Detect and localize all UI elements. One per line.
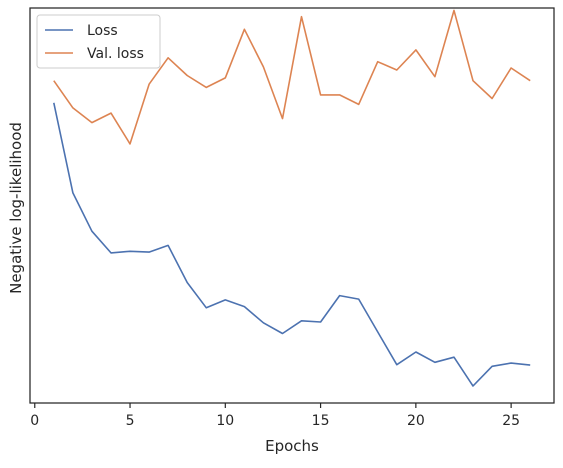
series-layer xyxy=(53,9,531,387)
series-line-loss xyxy=(53,102,531,387)
series-line-val-loss xyxy=(53,9,531,145)
legend-label-val-loss: Val. loss xyxy=(87,46,144,62)
plot-area xyxy=(29,7,555,404)
x-tick-label-0: 0 xyxy=(30,413,39,429)
x-axis-ticks: 0 5 10 15 20 25 xyxy=(30,403,520,429)
x-tick-label-25: 25 xyxy=(502,413,520,429)
y-axis-label: Negative log-likelihood xyxy=(7,122,25,294)
x-tick-label-10: 10 xyxy=(216,413,234,429)
legend: Loss Val. loss xyxy=(36,14,161,69)
x-axis-label: Epochs xyxy=(265,437,319,455)
legend-label-loss: Loss xyxy=(87,23,118,39)
x-tick-label-20: 20 xyxy=(407,413,425,429)
legend-box xyxy=(36,14,161,69)
x-tick-label-15: 15 xyxy=(312,413,330,429)
x-tick-label-5: 5 xyxy=(126,413,135,429)
